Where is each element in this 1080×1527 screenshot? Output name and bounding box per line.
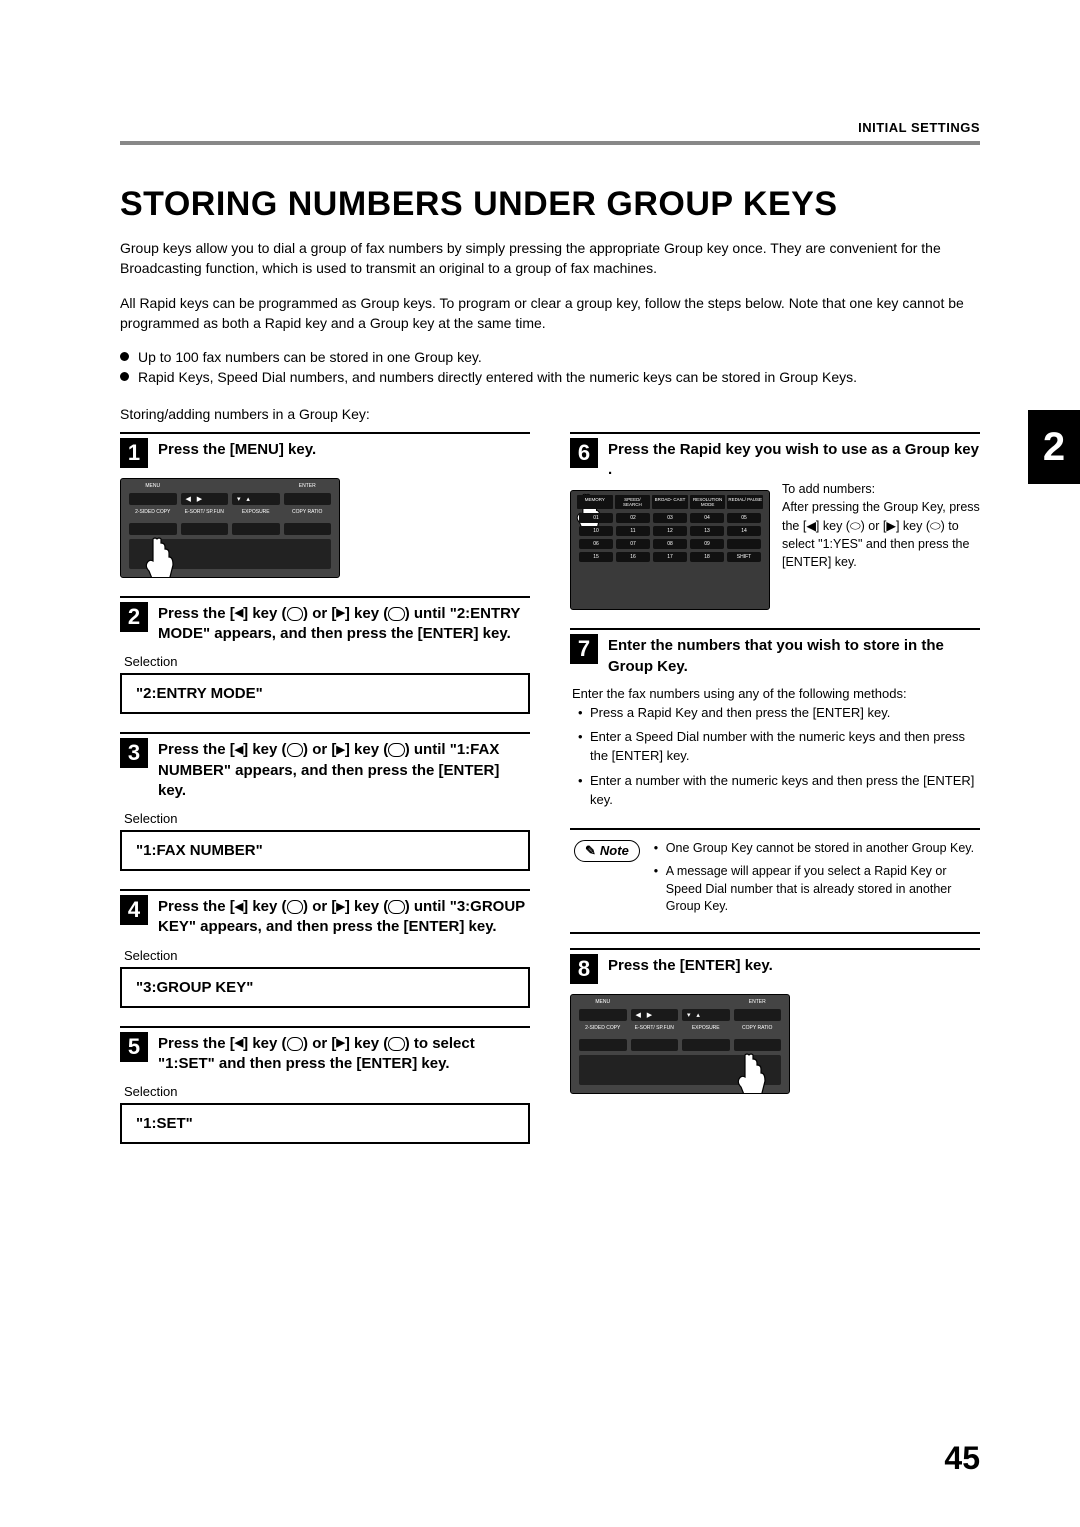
step-number: 6 <box>570 438 598 468</box>
intro-bullet: Rapid Keys, Speed Dial numbers, and numb… <box>120 367 980 387</box>
panel-key-label: 2-SIDED COPY <box>579 1025 627 1031</box>
control-panel-illustration: MENUENTER ◀ ▶▾ ▴ 2-SIDED COPY E-SORT/ SP… <box>570 994 790 1094</box>
note-box: Note One Group Key cannot be stored in a… <box>570 828 980 934</box>
intro-p2: All Rapid keys can be programmed as Grou… <box>120 293 980 334</box>
lcd-display: "2:ENTRY MODE" <box>120 673 530 714</box>
note-tag: Note <box>574 840 640 862</box>
step-title: Press the [◀] key ( ) or [▶] key ( ) unt… <box>158 738 530 801</box>
step-number: 8 <box>570 954 598 984</box>
panel-key-label: COPY RATIO <box>734 1025 782 1031</box>
subhead: Storing/adding numbers in a Group Key: <box>120 406 980 422</box>
left-column: 1 Press the [MENU] key. MENUENTER ◀ ▶▾ ▴… <box>120 432 530 1162</box>
step-body: Enter the fax numbers using any of the f… <box>572 685 980 810</box>
page-title: STORING NUMBERS UNDER GROUP KEYS <box>120 185 980 224</box>
panel-key-label: COPY RATIO <box>284 509 332 515</box>
panel-key-label: SPEED/ SEARCH <box>615 495 651 509</box>
step-1: 1 Press the [MENU] key. MENUENTER ◀ ▶▾ ▴… <box>120 432 530 578</box>
panel-key-label: E-SORT/ SP.FUN <box>181 509 229 515</box>
add-numbers-note: To add numbers: After pressing the Group… <box>782 480 980 571</box>
step-number: 3 <box>120 738 148 768</box>
lcd-display: "1:FAX NUMBER" <box>120 830 530 871</box>
note-item: A message will appear if you select a Ra… <box>654 863 976 916</box>
intro-block: Group keys allow you to dial a group of … <box>120 238 980 388</box>
step-title: Press the [◀] key ( ) or [▶] key ( ) to … <box>158 1032 530 1075</box>
step-number: 4 <box>120 895 148 925</box>
intro-bullet: Up to 100 fax numbers can be stored in o… <box>120 347 980 367</box>
note-item: One Group Key cannot be stored in anothe… <box>654 840 976 858</box>
lcd-display: "1:SET" <box>120 1103 530 1144</box>
right-column: 6 Press the Rapid key you wish to use as… <box>570 432 980 1112</box>
step-8: 8 Press the [ENTER] key. MENUENTER ◀ ▶▾ … <box>570 948 980 1094</box>
step-6: 6 Press the Rapid key you wish to use as… <box>570 432 980 611</box>
selection-label: Selection <box>124 948 530 963</box>
control-panel-illustration: MENUENTER ◀ ▶▾ ▴ 2-SIDED COPY E-SORT/ SP… <box>120 478 340 578</box>
step-title: Enter the numbers that you wish to store… <box>608 634 980 677</box>
panel-key-label: BROAD- CAST <box>652 495 688 509</box>
page-number: 45 <box>944 1440 980 1477</box>
step-title: Press the [MENU] key. <box>158 438 316 460</box>
step-5: 5 Press the [◀] key ( ) or [▶] key ( ) t… <box>120 1026 530 1145</box>
step-2: 2 Press the [◀] key ( ) or [▶] key ( ) u… <box>120 596 530 715</box>
top-rule <box>120 141 980 145</box>
step-number: 1 <box>120 438 148 468</box>
step-title: Press the [ENTER] key. <box>608 954 773 976</box>
selection-label: Selection <box>124 811 530 826</box>
panel-key-label: MENU <box>579 999 627 1005</box>
step-number: 5 <box>120 1032 148 1062</box>
panel-key-label: 2-SIDED COPY <box>129 509 177 515</box>
step-number: 2 <box>120 602 148 632</box>
selection-label: Selection <box>124 654 530 669</box>
step-title: Press the Rapid key you wish to use as a… <box>608 438 980 481</box>
step-7: 7 Enter the numbers that you wish to sto… <box>570 628 980 810</box>
panel-key-label: E-SORT/ SP.FUN <box>631 1025 679 1031</box>
method-item: Press a Rapid Key and then press the [EN… <box>578 704 980 723</box>
panel-key-label: EXPOSURE <box>232 509 280 515</box>
selection-label: Selection <box>124 1084 530 1099</box>
lcd-display: "3:GROUP KEY" <box>120 967 530 1008</box>
method-item: Enter a Speed Dial number with the numer… <box>578 728 980 766</box>
method-item: Enter a number with the numeric keys and… <box>578 772 980 810</box>
hand-icon <box>731 1051 771 1094</box>
panel-key-label: RESOLUTION MODE <box>690 495 726 509</box>
chapter-tab: 2 <box>1028 410 1080 484</box>
panel-key-label: REDIAL/ PAUSE <box>727 495 763 509</box>
step-4: 4 Press the [◀] key ( ) or [▶] key ( ) u… <box>120 889 530 1008</box>
step-title: Press the [◀] key ( ) or [▶] key ( ) unt… <box>158 895 530 938</box>
panel-key-label: ENTER <box>734 999 782 1005</box>
panel-key-label: ENTER <box>284 483 332 489</box>
panel-key-label: MENU <box>129 483 177 489</box>
step-title: Press the [◀] key ( ) or [▶] key ( ) unt… <box>158 602 530 645</box>
step-number: 7 <box>570 634 598 664</box>
section-label: INITIAL SETTINGS <box>120 120 980 135</box>
panel-key-label: MEMORY <box>577 495 613 509</box>
hand-icon <box>139 535 179 578</box>
step-3: 3 Press the [◀] key ( ) or [▶] key ( ) u… <box>120 732 530 871</box>
panel-key-label: EXPOSURE <box>682 1025 730 1031</box>
intro-p1: Group keys allow you to dial a group of … <box>120 238 980 279</box>
rapid-key-panel-illustration: MEMORY SPEED/ SEARCH BROAD- CAST RESOLUT… <box>570 490 770 610</box>
